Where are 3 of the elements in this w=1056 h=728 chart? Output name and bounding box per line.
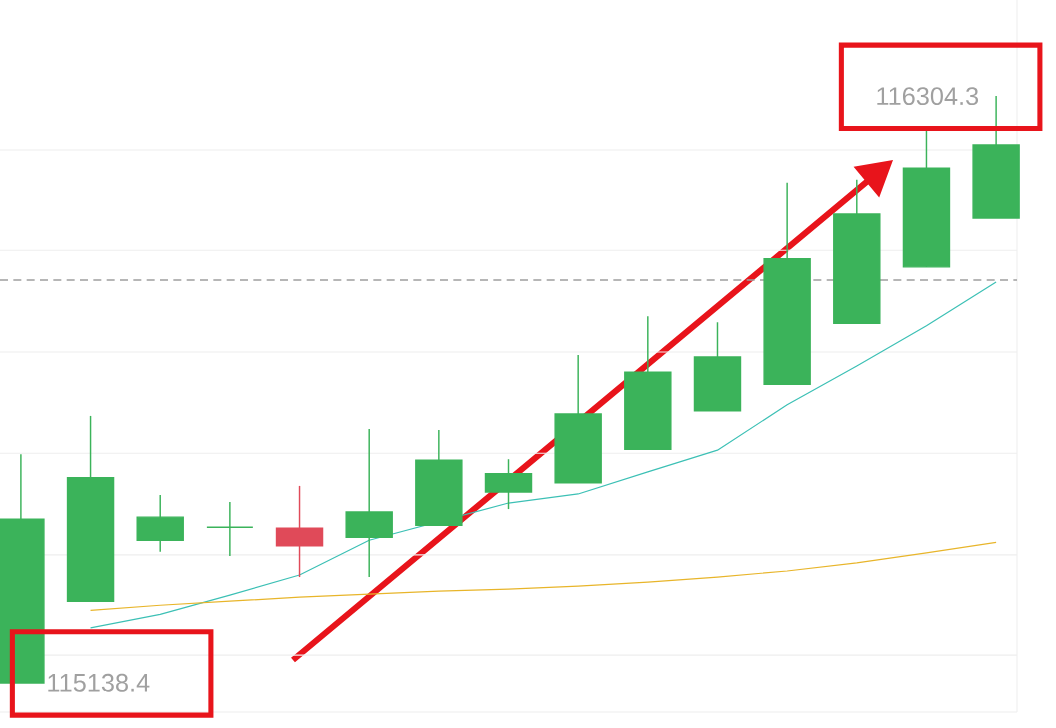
annotation: 116304.3: [877, 87, 979, 106]
annotation: 115138.4: [48, 673, 150, 692]
candlestick: [206, 501, 254, 557]
